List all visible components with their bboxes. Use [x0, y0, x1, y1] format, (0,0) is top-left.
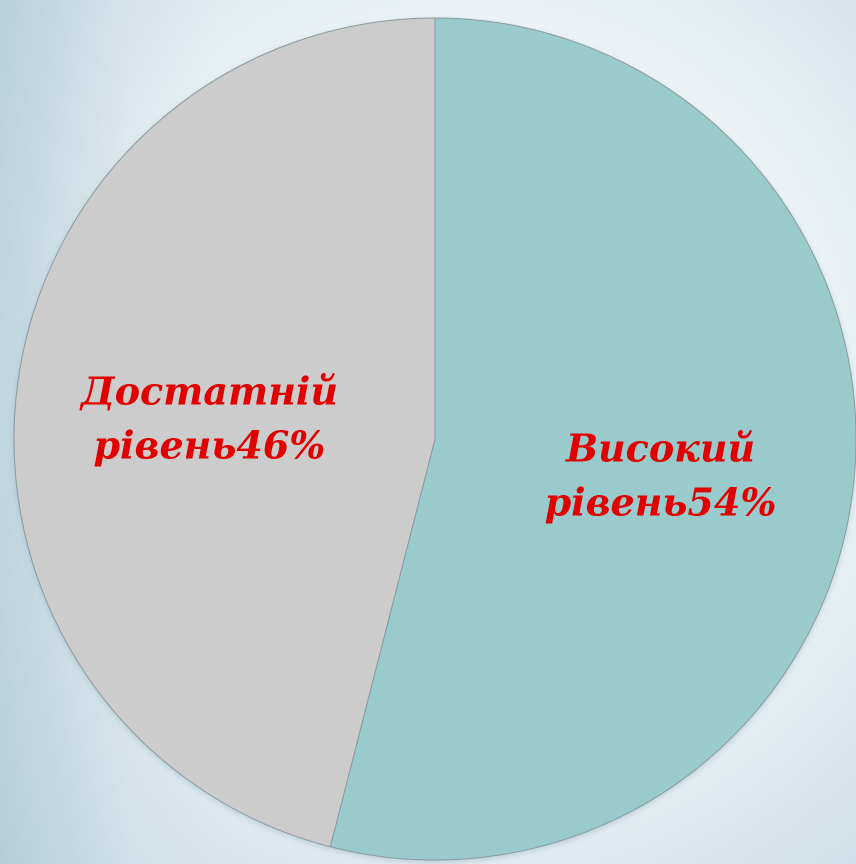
pie-slice-1	[13, 17, 436, 848]
slice-label-1: Достатній рівень46%	[79, 369, 338, 468]
slice-label-line1-1: Достатній	[79, 369, 338, 414]
pie-labels: Високий рівень54% Достатній рівень46%	[79, 369, 777, 525]
pie-slices	[13, 17, 856, 861]
slice-label-line1-0: Високий	[565, 425, 755, 470]
slice-label-line2-0: рівень54%	[545, 479, 777, 524]
slice-label-line2-1: рівень46%	[93, 423, 325, 468]
slice-label-0: Високий рівень54%	[545, 425, 777, 524]
pie-slice-0	[329, 17, 856, 861]
